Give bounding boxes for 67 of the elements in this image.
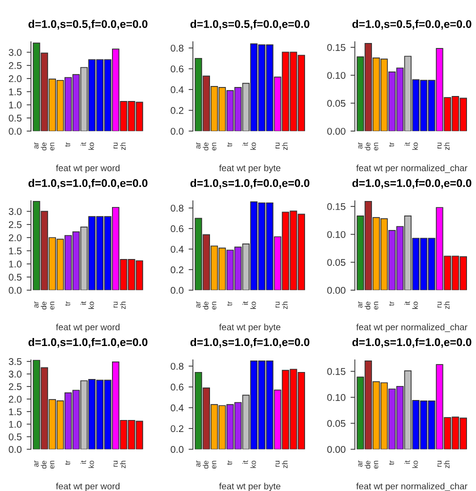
y-tick-label: 2.0 — [8, 396, 22, 403]
y-tick-label: 3.5 — [8, 358, 22, 366]
y-tick-label: 0.00 — [327, 446, 346, 453]
y-tick-label: 0.6 — [170, 65, 184, 72]
y-tick-label: 0.6 — [170, 225, 184, 232]
y-tick-label: 2.5 — [8, 221, 22, 228]
y-tick-label: 2.0 — [8, 234, 22, 242]
y-tick-label: 3.0 — [8, 208, 22, 215]
y-tick-label: 0.8 — [170, 362, 184, 370]
y-tick-label: 1.0 — [9, 102, 22, 108]
y-tick-label: 0.0 — [8, 446, 22, 453]
x-axis-title: feat wt per normalized_char — [356, 324, 468, 332]
y-tick-label: 0.2 — [170, 107, 184, 114]
y-tick-label: 0.5 — [8, 433, 22, 440]
y-tick-label: 0.4 — [170, 404, 184, 412]
y-tick-label: 0.8 — [170, 44, 184, 52]
y-tick-label: 0.8 — [170, 204, 184, 212]
chart-title: d=1.0,s=1.0,f=0.0,e=0.0 — [352, 178, 472, 189]
chart-title: d=1.0,s=1.0,f=0.0,e=0.0 — [190, 178, 310, 189]
y-tick-label: 0.00 — [327, 128, 346, 135]
y-tick-label: 0.0 — [170, 128, 184, 135]
y-tick-label: 0.15 — [327, 203, 346, 210]
chart-title: d=1.0,s=0.5,f=0.0,e=0.0 — [352, 20, 472, 30]
y-tick-label: 2.5 — [8, 62, 22, 70]
x-axis-title: feat wt per word — [56, 164, 120, 174]
chart-title: d=1.0,s=1.0,f=0.0,e=0.0 — [28, 178, 148, 189]
y-tick-label: 0.15 — [327, 44, 346, 51]
y-tick-label: 1.5 — [9, 88, 22, 96]
x-axis-title: feat wt per byte — [219, 164, 280, 174]
x-axis-title: feat wt per byte — [219, 324, 280, 332]
chart-title: d=1.0,s=0.5,f=0.0,e=0.0 — [28, 20, 148, 30]
y-tick-label: 0.4 — [170, 86, 184, 94]
y-tick-label: 2.5 — [8, 383, 22, 390]
y-tick-label: 0.4 — [170, 246, 184, 253]
y-tick-label: 0.2 — [170, 266, 184, 274]
y-tick-label: 2.0 — [8, 75, 22, 82]
x-axis-title: feat wt per word — [56, 324, 120, 332]
y-tick-label: 0.6 — [170, 384, 184, 391]
y-tick-label: 0.2 — [170, 425, 184, 432]
y-tick-label: 0.10 — [327, 231, 346, 238]
y-tick-label: 1.5 — [9, 248, 22, 254]
x-axis-title: feat wt per word — [56, 482, 120, 491]
y-tick-label: 0.10 — [327, 72, 346, 79]
chart-title: d=1.0,s=1.0,f=1.0,e=0.0 — [352, 338, 472, 348]
y-tick-label: 0.05 — [327, 420, 346, 427]
x-axis-title: feat wt per normalized_char — [356, 482, 468, 491]
y-tick-label: 1.5 — [9, 408, 22, 416]
y-tick-label: 0.0 — [170, 446, 184, 453]
y-tick-label: 0.5 — [8, 274, 22, 281]
y-tick-label: 0.0 — [8, 128, 22, 135]
y-tick-label: 0.10 — [327, 394, 346, 401]
y-tick-label: 0.15 — [327, 368, 346, 375]
y-tick-label: 3.0 — [8, 370, 22, 378]
x-axis-title: feat wt per normalized_char — [356, 164, 468, 174]
y-tick-label: 0.05 — [327, 258, 346, 266]
chart-title: d=1.0,s=1.0,f=1.0,e=0.0 — [28, 338, 148, 348]
y-tick-label: 3.0 — [8, 48, 22, 56]
x-axis-title: feat wt per byte — [219, 482, 280, 491]
y-tick-label: 0.5 — [8, 114, 22, 122]
y-tick-label: 0.05 — [327, 100, 346, 107]
y-tick-label: 0.00 — [327, 286, 346, 294]
chart-title: d=1.0,s=1.0,f=1.0,e=0.0 — [190, 338, 310, 348]
chart-title: d=1.0,s=0.5,f=0.0,e=0.0 — [190, 20, 310, 30]
y-tick-label: 0.0 — [170, 286, 184, 294]
y-tick-label: 1.0 — [9, 260, 22, 268]
y-tick-label: 0.0 — [8, 286, 22, 294]
y-tick-label: 1.0 — [9, 420, 22, 428]
